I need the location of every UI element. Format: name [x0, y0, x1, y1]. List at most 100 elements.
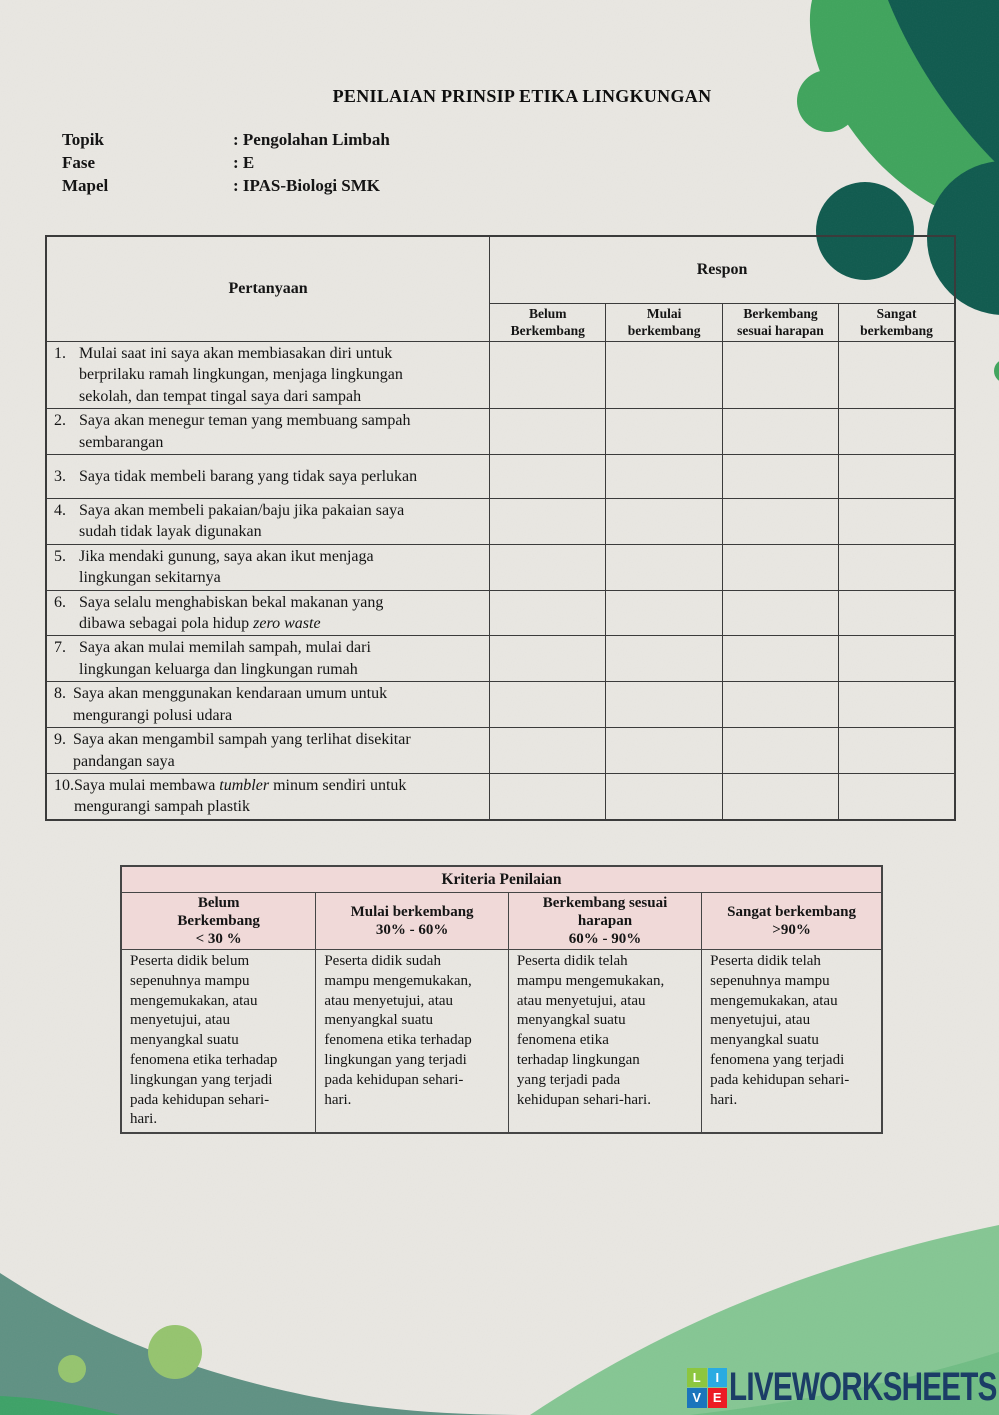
question-text-cell: 5. Jika mendaki gunung, saya akan ikut me…: [45, 543, 491, 591]
question-number: 1.: [54, 345, 66, 362]
liveworksheets-icon: L I V E: [687, 1367, 727, 1408]
question-text-cell: 7. Saya akan mulai memilah sampah, mulai …: [45, 635, 491, 683]
response-cell[interactable]: [489, 727, 607, 774]
response-cell[interactable]: [838, 772, 956, 821]
response-cell[interactable]: [605, 727, 723, 774]
question-row: 10. Saya mulai membawa tumbler minum send…: [45, 772, 956, 821]
response-cell[interactable]: [489, 454, 607, 500]
response-cell[interactable]: [605, 408, 723, 456]
logo-square-i: I: [707, 1367, 727, 1387]
kriteria-cell-belum: Peserta didik belum sepenuhnya mampu men…: [120, 949, 317, 1134]
response-cell[interactable]: [721, 408, 840, 456]
question-text: Saya akan mulai memilah sampah, mulai da…: [79, 639, 371, 678]
response-cell[interactable]: [838, 454, 956, 500]
level-header-berkembang-sesuai-harapan: Berkembang sesuai harapan: [721, 303, 840, 342]
response-cell[interactable]: [721, 498, 840, 545]
response-cell[interactable]: [838, 727, 956, 774]
response-cell[interactable]: [721, 635, 840, 683]
response-cell[interactable]: [605, 340, 723, 410]
question-text-cell: 8. Saya akan menggunakan kendaraan umum u…: [45, 681, 491, 729]
question-text: Saya akan menggunakan kendaraan umum unt…: [73, 685, 388, 724]
question-text: Mulai saat ini saya akan membiasakan dir…: [79, 345, 403, 405]
response-cell[interactable]: [489, 772, 607, 821]
question-text-cell: 10. Saya mulai membawa tumbler minum send…: [45, 772, 491, 821]
response-cell[interactable]: [838, 681, 956, 729]
info-row-mapel: Mapel : IPAS-Biologi SMK: [62, 176, 390, 199]
level-header-sangat-berkembang: Sangat berkembang: [838, 303, 956, 342]
response-cell[interactable]: [838, 340, 956, 410]
question-row: 1. Mulai saat ini saya akan membiasakan d…: [45, 340, 956, 410]
info-row-fase: Fase : E: [62, 153, 390, 176]
response-cell[interactable]: [489, 635, 607, 683]
response-cell[interactable]: [721, 727, 840, 774]
question-number: 7.: [54, 639, 66, 657]
response-cell[interactable]: [605, 589, 723, 637]
question-row: 2. Saya akan menegur teman yang membuang …: [45, 408, 956, 456]
kriteria-body-row: Peserta didik belum sepenuhnya mampu men…: [120, 949, 883, 1134]
response-cell[interactable]: [721, 454, 840, 500]
response-cell[interactable]: [489, 681, 607, 729]
question-text: Saya akan menegur teman yang membuang sa…: [79, 412, 411, 451]
response-cell[interactable]: [838, 408, 956, 456]
question-row: 4. Saya akan membeli pakaian/baju jika pa…: [45, 498, 956, 545]
response-cell[interactable]: [605, 635, 723, 683]
response-cell[interactable]: [605, 543, 723, 591]
kriteria-header-mulai: Mulai berkembang 30% - 60%: [315, 892, 509, 950]
question-text: Saya mulai membawa tumbler minum sendiri…: [74, 776, 407, 816]
response-cell[interactable]: [489, 589, 607, 637]
response-cell[interactable]: [721, 543, 840, 591]
question-number: 3.: [54, 468, 66, 486]
question-number: 5.: [54, 547, 66, 565]
info-row-topik: Topik : Pengolahan Limbah: [62, 130, 390, 153]
info-label: Mapel: [62, 176, 109, 195]
info-value: : E: [233, 153, 255, 172]
kriteria-title: Kriteria Penilaian: [120, 865, 883, 893]
response-cell[interactable]: [605, 772, 723, 821]
info-label: Topik: [62, 130, 104, 149]
response-cell[interactable]: [489, 340, 607, 410]
response-cell[interactable]: [721, 340, 840, 410]
kriteria-header-berkembang: Berkembang sesuai harapan 60% - 90%: [507, 892, 703, 950]
response-cell[interactable]: [838, 635, 956, 683]
kriteria-header-sangat: Sangat berkembang >90%: [701, 892, 883, 950]
response-cell[interactable]: [838, 543, 956, 591]
response-cell[interactable]: [721, 772, 840, 821]
question-text-cell: 6. Saya selalu menghabiskan bekal makanan…: [45, 589, 491, 637]
response-cell[interactable]: [838, 589, 956, 637]
response-cell[interactable]: [489, 498, 607, 545]
info-value: : Pengolahan Limbah: [233, 130, 390, 149]
page-title: PENILAIAN PRINSIP ETIKA LINGKUNGAN: [332, 86, 712, 106]
question-row: 5. Jika mendaki gunung, saya akan ikut me…: [45, 543, 956, 591]
response-cell[interactable]: [721, 589, 840, 637]
kriteria-header-belum: Belum Berkembang < 30 %: [120, 892, 317, 950]
level-header-belum-berkembang: Belum Berkembang: [489, 303, 607, 342]
question-text-cell: 9. Saya akan mengambil sampah yang terlih…: [45, 727, 491, 774]
logo-square-v: V: [687, 1388, 707, 1408]
liveworksheets-wordmark: LIVEWORKSHEETS: [729, 1365, 997, 1409]
liveworksheets-logo[interactable]: L I V E LIVEWORKSHEETS: [687, 1365, 999, 1410]
question-number: 9.: [54, 731, 66, 749]
kriteria-cell-mulai: Peserta didik sudah mampu mengemukakan, …: [315, 949, 509, 1134]
question-text: Saya selalu menghabiskan bekal makanan y…: [79, 593, 384, 633]
question-text-cell: 4. Saya akan membeli pakaian/baju jika pa…: [45, 498, 491, 545]
question-text-cell: 3. Saya tidak membeli barang yang tidak s…: [45, 454, 491, 500]
question-number: 8.: [54, 685, 66, 703]
question-number: 4.: [54, 502, 66, 520]
logo-square-l: L: [687, 1367, 707, 1387]
response-cell[interactable]: [721, 681, 840, 729]
info-label: Fase: [62, 153, 96, 172]
column-header-respon: Respon: [489, 235, 956, 304]
response-cell[interactable]: [838, 498, 956, 545]
response-cell[interactable]: [605, 454, 723, 500]
response-cell[interactable]: [605, 681, 723, 729]
column-header-pertanyaan: Pertanyaan: [45, 235, 491, 342]
kriteria-cell-sangat: Peserta didik telah sepenuhnya mampu men…: [701, 949, 883, 1134]
question-row: 3. Saya tidak membeli barang yang tidak s…: [45, 454, 956, 500]
question-number: 10.: [54, 776, 74, 794]
question-text: Saya akan mengambil sampah yang terlihat…: [73, 731, 411, 770]
response-cell[interactable]: [489, 543, 607, 591]
question-text-cell: 1. Mulai saat ini saya akan membiasakan d…: [45, 340, 491, 410]
response-cell[interactable]: [605, 498, 723, 545]
response-cell[interactable]: [489, 408, 607, 456]
